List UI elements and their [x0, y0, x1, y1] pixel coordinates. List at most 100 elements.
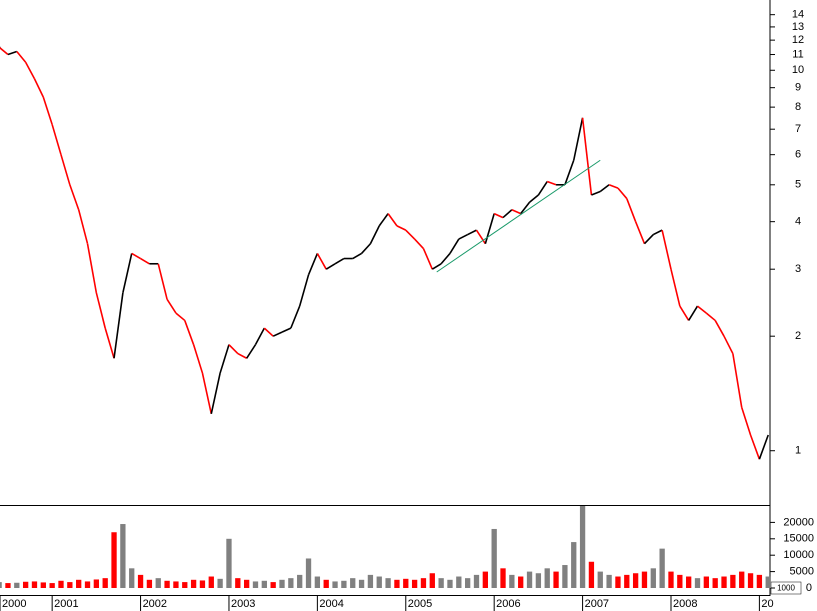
- x-tick-label: 20: [761, 598, 773, 610]
- volume-bar: [694, 578, 701, 588]
- volume-bar: [305, 558, 312, 588]
- price-segment: [352, 252, 362, 260]
- price-segment: [86, 243, 98, 293]
- volume-bar: [67, 582, 73, 588]
- volume-bar: [756, 574, 763, 588]
- volume-bar: [385, 578, 391, 588]
- price-segment: [634, 221, 646, 245]
- volume-bar: [49, 583, 55, 588]
- volume-bar: [465, 578, 471, 588]
- price-segment: [69, 184, 80, 210]
- volume-bar: [500, 568, 506, 588]
- price-segment: [201, 372, 213, 415]
- price-segment: [758, 434, 769, 460]
- price-segment: [520, 201, 531, 215]
- y2-tick-label: 15000: [783, 533, 814, 545]
- price-segment: [104, 327, 115, 359]
- volume-bar: [0, 582, 2, 588]
- price-segment: [77, 209, 89, 244]
- price-segment: [33, 78, 45, 98]
- volume-bar: [120, 524, 126, 588]
- price-segment: [458, 233, 469, 240]
- price-segment: [245, 344, 257, 359]
- volume-bar: [730, 574, 736, 588]
- volume-bar: [102, 578, 108, 588]
- volume-bar: [341, 580, 347, 588]
- y2-tick-label: 0: [806, 582, 812, 594]
- price-segment: [369, 225, 380, 245]
- price-segment: [184, 320, 195, 345]
- volume-bar: [544, 568, 550, 588]
- price-segment: [307, 253, 319, 276]
- volume-bar: [164, 580, 170, 588]
- price-segment: [740, 407, 752, 436]
- y-tick-label: 4: [795, 216, 801, 228]
- volume-bar: [650, 568, 656, 588]
- price-segment: [732, 353, 743, 408]
- volume-bar: [217, 578, 223, 588]
- price-segment: [652, 229, 663, 236]
- volume-bar: [358, 579, 365, 588]
- volume-bar: [491, 528, 497, 588]
- y-tick-label: 5: [795, 179, 801, 191]
- price-segment: [422, 248, 434, 270]
- x-tick-label: 2004: [319, 598, 343, 610]
- volume-bar: [579, 506, 586, 588]
- y-tick-label: 7: [795, 123, 801, 135]
- volume-bar: [615, 576, 621, 588]
- volume-bar: [182, 582, 188, 588]
- price-segment: [440, 252, 451, 265]
- volume-bar: [518, 576, 524, 588]
- price-segment: [51, 124, 62, 155]
- x-tick-label: 2006: [496, 598, 520, 610]
- volume-bar: [420, 578, 427, 588]
- price-segment: [263, 327, 274, 337]
- x-tick-label: 2002: [143, 598, 167, 610]
- price-segment: [661, 229, 672, 270]
- price-segment: [316, 253, 327, 270]
- price-segment: [237, 352, 248, 359]
- x-tick-label: 2003: [231, 598, 255, 610]
- volume-bar: [606, 574, 612, 588]
- volume-bar: [40, 582, 46, 588]
- volume-bar: [403, 578, 409, 588]
- price-segment: [475, 229, 487, 245]
- price-segment: [334, 257, 345, 265]
- price-segment: [60, 154, 71, 186]
- volume-bar: [703, 576, 710, 588]
- price-segment: [687, 305, 699, 321]
- y-tick-label: 13: [792, 21, 804, 33]
- volume-bar: [765, 576, 771, 588]
- price-segment: [42, 96, 53, 125]
- price-segment: [493, 212, 504, 219]
- volume-bar: [84, 581, 91, 588]
- price-segment: [484, 213, 495, 244]
- y2-tick-label: 10000: [783, 549, 814, 561]
- y-tick-label: 3: [795, 263, 801, 275]
- y-tick-label: 10: [792, 64, 804, 76]
- price-segment: [564, 160, 575, 186]
- price-segment: [572, 117, 584, 161]
- volume-bar: [190, 579, 197, 588]
- price-segment: [387, 213, 398, 227]
- volume-bar: [571, 542, 577, 588]
- y-tick-label: 14: [792, 9, 804, 21]
- volume-bar: [252, 581, 259, 588]
- volume-bar: [208, 576, 214, 588]
- price-segment: [431, 263, 442, 270]
- volume-bar: [668, 571, 674, 588]
- volume-bar: [447, 579, 453, 588]
- volume-bar: [288, 578, 294, 588]
- volume-bar: [597, 571, 603, 588]
- price-segment: [546, 180, 557, 186]
- price-segment: [219, 344, 230, 374]
- volume-bar: [76, 579, 82, 588]
- price-segment: [360, 243, 372, 254]
- volume-bar: [5, 583, 11, 588]
- volume-bar: [314, 576, 321, 588]
- volume-unit: 1000: [777, 584, 795, 593]
- price-segment: [192, 344, 204, 374]
- volume-bar: [411, 579, 418, 588]
- volume-bar: [22, 581, 29, 588]
- price-segment: [581, 117, 593, 196]
